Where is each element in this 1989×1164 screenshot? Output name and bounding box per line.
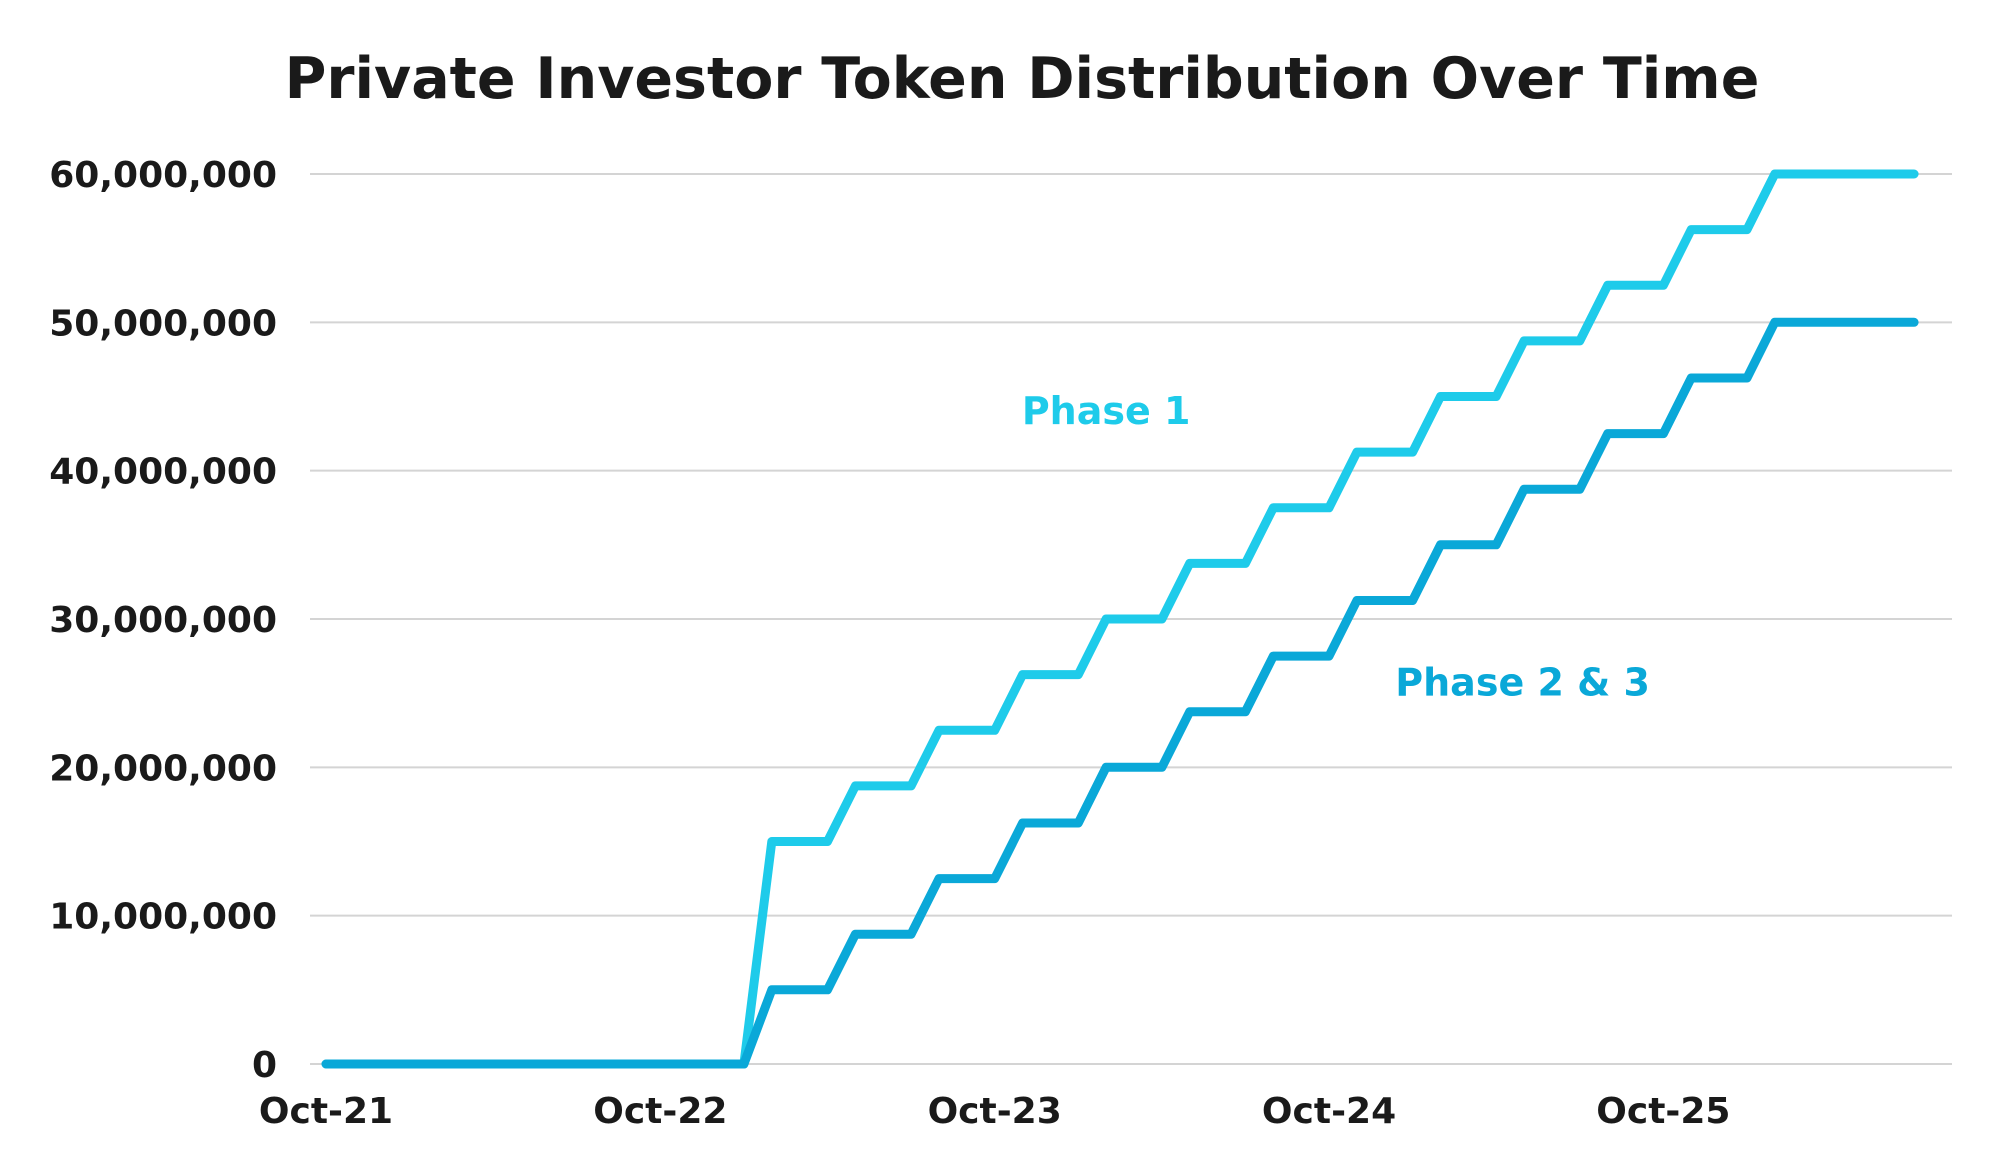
chart-title: Private Investor Token Distribution Over… <box>285 46 1760 112</box>
x-tick-label: Oct-22 <box>593 1091 727 1132</box>
y-axis-tick-labels: 0 10,000,000 20,000,000 30,000,000 40,000,00… <box>49 155 277 1086</box>
series-line-phase-2-3 <box>321 317 1919 1069</box>
y-tick-label: 20,000,000 <box>49 748 277 789</box>
x-tick-label: Oct-23 <box>928 1091 1062 1132</box>
x-tick-label: Oct-21 <box>259 1091 393 1132</box>
y-tick-label: 40,000,000 <box>49 452 277 493</box>
x-tick-label: Oct-25 <box>1596 1091 1730 1132</box>
series-label-phase-2-3: Phase 2 & 3 <box>1395 660 1650 704</box>
y-tick-label: 0 <box>252 1045 277 1086</box>
y-tick-label: 60,000,000 <box>49 155 277 196</box>
series-lines <box>321 169 1919 1069</box>
series-label-phase-1: Phase 1 <box>1022 389 1191 433</box>
series-labels: Phase 1 Phase 2 & 3 <box>1022 389 1650 704</box>
x-axis-tick-labels: Oct-21 Oct-22 Oct-23 Oct-24 Oct-25 <box>259 1091 1731 1132</box>
series-line-phase-1 <box>321 169 1919 1069</box>
y-tick-label: 50,000,000 <box>49 303 277 344</box>
x-tick-label: Oct-24 <box>1262 1091 1396 1132</box>
y-tick-label: 10,000,000 <box>49 897 277 938</box>
y-tick-label: 30,000,000 <box>49 600 277 641</box>
